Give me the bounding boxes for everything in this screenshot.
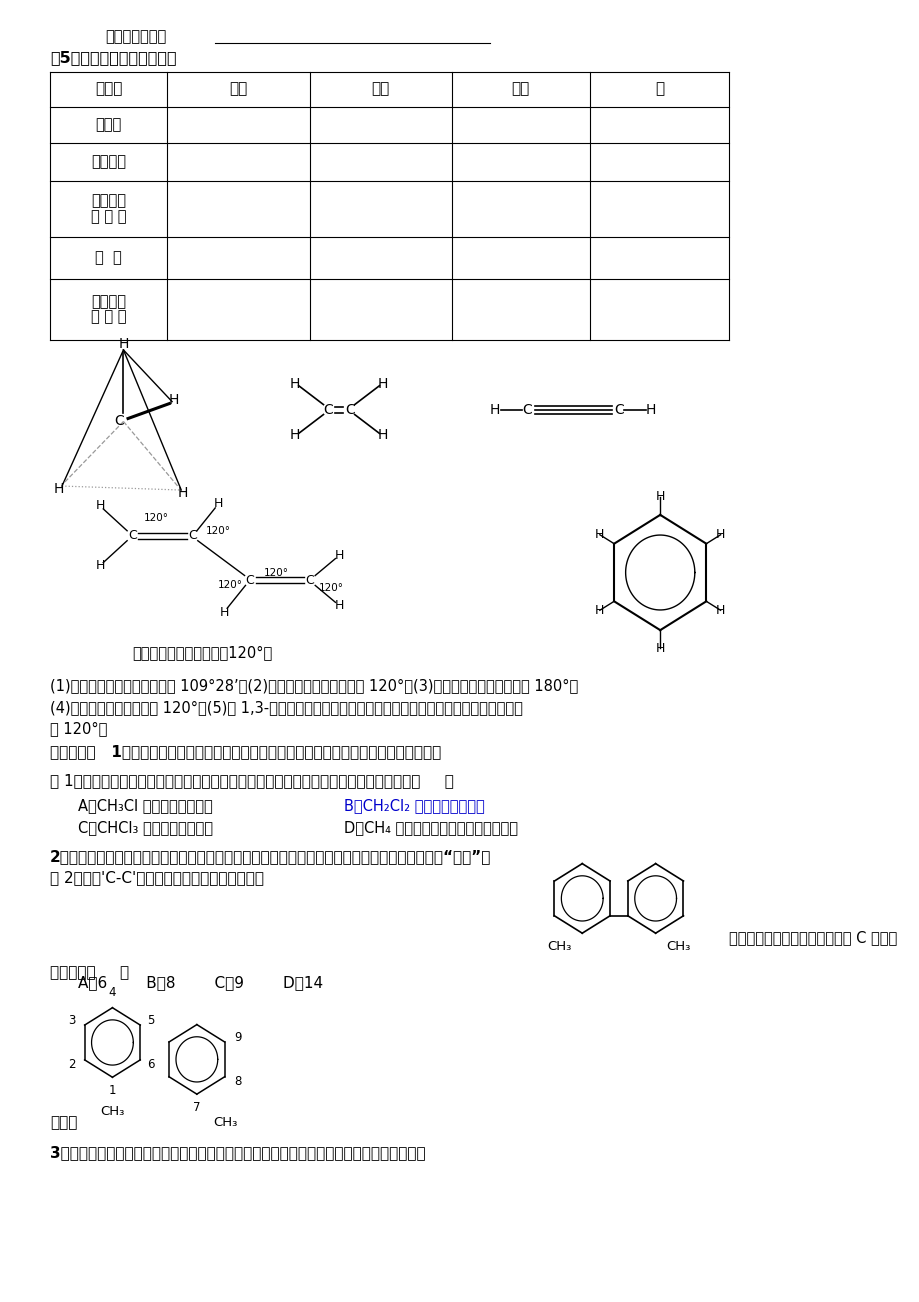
- Text: B、CH₂Cl₂ 不存在同分异构体: B、CH₂Cl₂ 不存在同分异构体: [344, 798, 484, 812]
- Text: H: H: [378, 376, 388, 391]
- Text: 7: 7: [193, 1100, 200, 1113]
- Text: H: H: [334, 549, 344, 562]
- Text: C: C: [187, 529, 197, 542]
- Text: H: H: [378, 428, 388, 443]
- Text: H: H: [645, 402, 655, 417]
- Text: CH₃: CH₃: [213, 1116, 237, 1129]
- Text: 碳原子成: 碳原子成: [91, 194, 126, 208]
- Text: 120°: 120°: [319, 583, 344, 594]
- Text: 1: 1: [108, 1083, 116, 1096]
- Text: H: H: [96, 500, 105, 513]
- Text: 不饱和碳原子：: 不饱和碳原子：: [105, 29, 166, 44]
- Text: H: H: [334, 599, 344, 612]
- Text: 近 120°。: 近 120°。: [50, 721, 108, 737]
- Text: C: C: [305, 574, 313, 587]
- Text: C: C: [245, 574, 255, 587]
- Text: H: H: [655, 642, 664, 655]
- Text: 120°: 120°: [264, 568, 289, 578]
- Text: 间 构 型: 间 构 型: [91, 310, 127, 324]
- Text: C: C: [613, 402, 623, 417]
- Text: H: H: [119, 337, 129, 352]
- Text: 4: 4: [108, 987, 116, 1000]
- Text: 例 2、已知'C-C'单键可以绕轴旋转，结构简式为: 例 2、已知'C-C'单键可以绕轴旋转，结构简式为: [50, 871, 264, 885]
- Text: 数至少有（     ）: 数至少有（ ）: [50, 965, 129, 980]
- Text: H: H: [168, 393, 179, 406]
- Text: 结构简式: 结构简式: [91, 155, 126, 169]
- Text: 5: 5: [147, 1014, 154, 1026]
- Text: 乙烯: 乙烯: [371, 81, 389, 96]
- Text: C: C: [522, 402, 531, 417]
- Text: H: H: [655, 491, 664, 504]
- Text: 2: 2: [68, 1059, 75, 1072]
- Text: 3: 3: [68, 1014, 75, 1026]
- Text: H: H: [213, 497, 222, 510]
- Text: C: C: [345, 402, 355, 417]
- Text: 120°: 120°: [143, 513, 168, 523]
- Text: 8: 8: [233, 1075, 241, 1088]
- Text: （分子中各个键角都接近120°）: （分子中各个键角都接近120°）: [132, 644, 273, 660]
- Text: 分子式: 分子式: [96, 117, 121, 132]
- Text: （5）常见有机物的空间构型: （5）常见有机物的空间构型: [50, 49, 176, 65]
- Text: 乙炔: 乙炔: [511, 81, 529, 96]
- Text: H: H: [715, 604, 724, 617]
- Text: CH₃: CH₃: [547, 940, 571, 953]
- Text: H: H: [715, 529, 724, 542]
- Text: 分子的空: 分子的空: [91, 294, 126, 309]
- Text: 2、若两个平面型结构的基团之间以单键相连，这个单键可以旋转，则两个平面可能共面，但不是“一定”。: 2、若两个平面型结构的基团之间以单键相连，这个单键可以旋转，则两个平面可能共面，…: [50, 849, 491, 863]
- Text: 苯: 苯: [654, 81, 664, 96]
- Text: 9: 9: [233, 1030, 241, 1043]
- Text: 120°: 120°: [206, 526, 231, 536]
- Text: H: H: [96, 559, 105, 572]
- Text: C: C: [128, 529, 137, 542]
- Text: 甲烷: 甲烷: [229, 81, 247, 96]
- Text: A、6        B、8        C、9        D、14: A、6 B、8 C、9 D、14: [77, 975, 323, 990]
- Text: C: C: [114, 414, 123, 428]
- Text: C、CHCl₃ 不存在同分异构体: C、CHCl₃ 不存在同分异构体: [77, 820, 212, 835]
- Text: H: H: [220, 605, 229, 618]
- Text: CH₃: CH₃: [665, 940, 690, 953]
- Text: C: C: [323, 402, 333, 417]
- Text: H: H: [595, 604, 604, 617]
- Text: D、CH₄ 中四个价键的键长和键角都相等: D、CH₄ 中四个价键的键长和键角都相等: [344, 820, 517, 835]
- Text: 键 方 式: 键 方 式: [91, 210, 127, 224]
- Text: 6: 6: [147, 1059, 154, 1072]
- Text: 的烳，含苯环且处于同一平面的 C 原子个: 的烳，含苯环且处于同一平面的 C 原子个: [728, 930, 896, 945]
- Text: H: H: [595, 529, 604, 542]
- Text: 3、若两个苯环共边，则两个苯环一定共面。例如，下列各结构中所有原子都在同一平面上。: 3、若两个苯环共边，则两个苯环一定共面。例如，下列各结构中所有原子都在同一平面上…: [50, 1144, 425, 1160]
- Text: 键  角: 键 角: [96, 250, 122, 266]
- Text: 例 1、甲烷分子是以碳原子为中心的正四面体结构，而不是正方形的平面结构，理由是：（     ）: 例 1、甲烷分子是以碳原子为中心的正四面体结构，而不是正方形的平面结构，理由是：…: [50, 773, 453, 788]
- Text: H: H: [177, 486, 188, 500]
- Text: A、CH₃Cl 不存在同分异构体: A、CH₃Cl 不存在同分异构体: [77, 798, 212, 812]
- Text: CH₃: CH₃: [100, 1105, 124, 1118]
- Text: 解析：: 解析：: [50, 1115, 77, 1130]
- Text: H: H: [489, 402, 500, 417]
- Text: (4)苯为平面型结构，键角 120°。(5)在 1,3-丁二烯分子中，四个碳原子和六个氢原子都在同一平面上，键角接: (4)苯为平面型结构，键角 120°。(5)在 1,3-丁二烯分子中，四个碳原子…: [50, 699, 522, 715]
- Text: (1)甲烷为正四面体结构，键角 109°28’。(2)乙烯为平面型结构，键角 120°。(3)乙傆为直线型结构，键角 180°。: (1)甲烷为正四面体结构，键角 109°28’。(2)乙烯为平面型结构，键角 1…: [50, 678, 578, 693]
- Text: 120°: 120°: [218, 581, 243, 590]
- Text: 注意事项：   1、以碳原子和化学键为立足点，若氢原子被其它原子所代替，其键角基本不变。: 注意事项： 1、以碳原子和化学键为立足点，若氢原子被其它原子所代替，其键角基本不…: [50, 745, 441, 759]
- Text: H: H: [289, 428, 300, 443]
- Text: 有机物: 有机物: [95, 81, 122, 96]
- Text: H: H: [54, 482, 64, 496]
- Text: H: H: [289, 376, 300, 391]
